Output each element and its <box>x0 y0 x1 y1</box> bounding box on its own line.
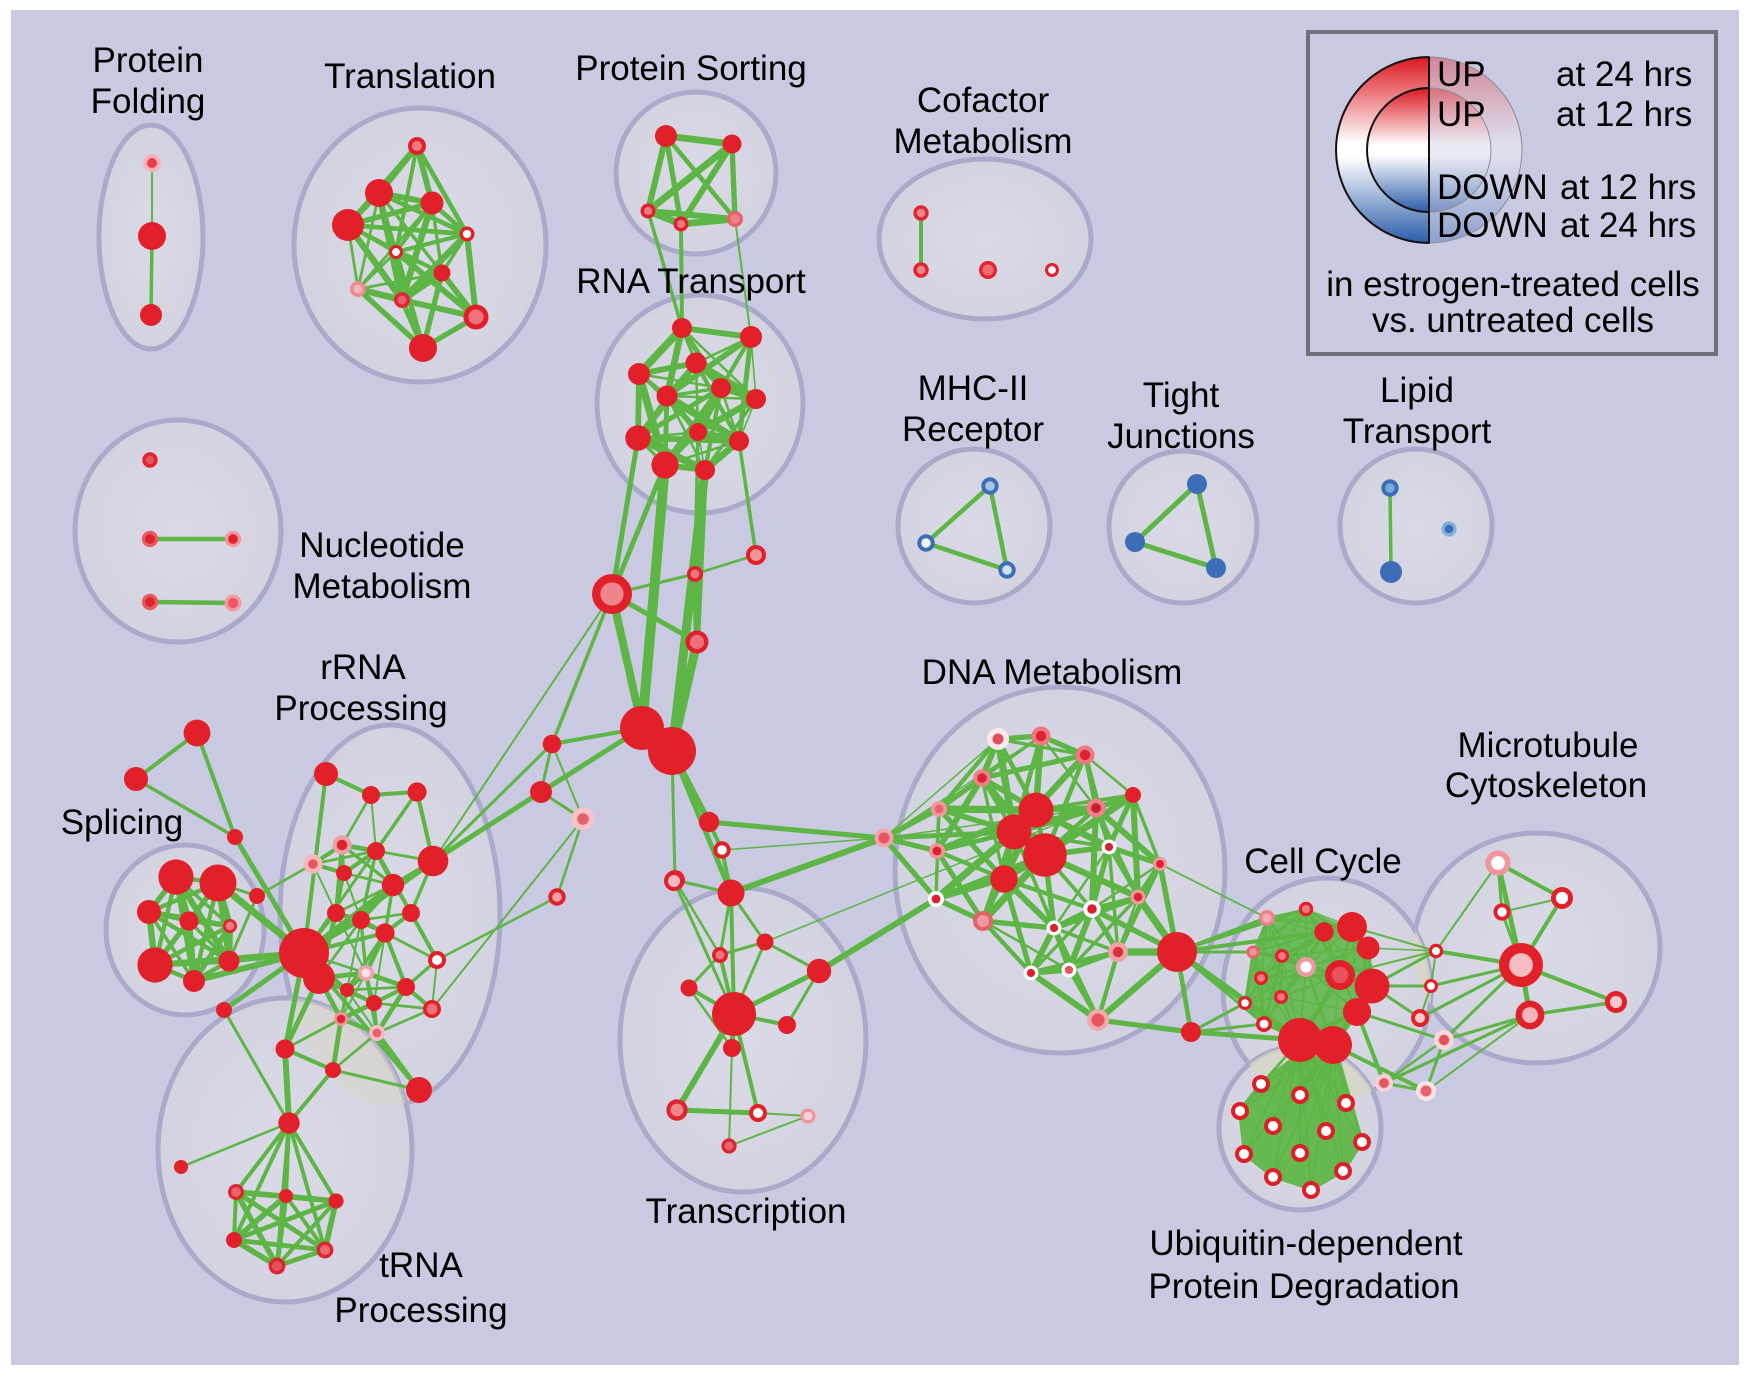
svg-text:Lipid: Lipid <box>1380 371 1454 410</box>
svg-text:Cofactor: Cofactor <box>917 81 1050 120</box>
svg-text:Metabolism: Metabolism <box>293 567 472 606</box>
svg-text:UP: UP <box>1437 95 1486 134</box>
svg-text:vs. untreated cells: vs. untreated cells <box>1372 301 1654 340</box>
svg-text:Processing: Processing <box>274 689 447 728</box>
svg-text:Junctions: Junctions <box>1107 417 1255 456</box>
svg-text:Translation: Translation <box>324 57 496 96</box>
svg-text:Tight: Tight <box>1143 376 1220 415</box>
svg-text:Protein: Protein <box>93 41 204 80</box>
svg-text:Transcription: Transcription <box>646 1192 847 1231</box>
svg-text:Microtubule: Microtubule <box>1458 726 1639 765</box>
svg-text:Cytoskeleton: Cytoskeleton <box>1445 766 1647 805</box>
svg-text:Processing: Processing <box>334 1291 507 1330</box>
svg-text:DOWN: DOWN <box>1437 206 1548 245</box>
svg-text:Folding: Folding <box>91 82 206 121</box>
svg-text:Transport: Transport <box>1343 412 1492 451</box>
svg-text:at 24 hrs: at 24 hrs <box>1556 55 1692 94</box>
svg-text:rRNA: rRNA <box>320 648 406 687</box>
svg-text:RNA Transport: RNA Transport <box>576 262 806 301</box>
svg-text:at 12 hrs: at 12 hrs <box>1556 95 1692 134</box>
svg-text:UP: UP <box>1437 55 1486 94</box>
svg-text:Protein Degradation: Protein Degradation <box>1148 1267 1459 1306</box>
svg-text:DOWN: DOWN <box>1437 168 1548 207</box>
svg-text:Nucleotide: Nucleotide <box>299 526 464 565</box>
svg-text:Cell Cycle: Cell Cycle <box>1244 842 1402 881</box>
svg-text:DNA Metabolism: DNA Metabolism <box>922 653 1183 692</box>
svg-text:Ubiquitin-dependent: Ubiquitin-dependent <box>1149 1224 1463 1263</box>
svg-text:Receptor: Receptor <box>902 410 1044 449</box>
svg-text:at 12 hrs: at 12 hrs <box>1560 168 1696 207</box>
svg-text:Metabolism: Metabolism <box>894 122 1073 161</box>
svg-text:at 24 hrs: at 24 hrs <box>1560 206 1696 245</box>
svg-text:tRNA: tRNA <box>379 1246 463 1285</box>
svg-text:Splicing: Splicing <box>61 803 184 842</box>
svg-text:MHC-II: MHC-II <box>918 369 1029 408</box>
svg-text:in estrogen-treated cells: in estrogen-treated cells <box>1326 265 1700 304</box>
svg-text:Protein Sorting: Protein Sorting <box>575 49 807 88</box>
